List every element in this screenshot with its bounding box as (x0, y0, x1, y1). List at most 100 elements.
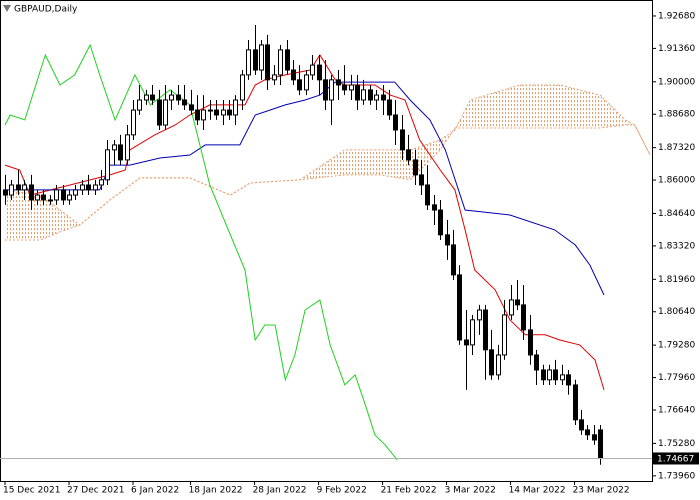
y-tick-label: 1.83320 (658, 241, 695, 251)
candle-body (61, 189, 66, 201)
candle-body (259, 44, 264, 71)
candle-body (105, 149, 110, 181)
indicator-line (5, 81, 605, 296)
candle-body (489, 349, 494, 376)
candle-body (22, 184, 27, 191)
y-tick-label: 1.88680 (658, 110, 695, 120)
chart-title: GBPAUD,Daily (14, 5, 78, 15)
candle-body (227, 109, 232, 116)
y-tick-label: 1.73960 (658, 471, 695, 481)
candle-body (592, 434, 597, 441)
candle-body (381, 94, 386, 101)
candle-body (419, 174, 424, 186)
candle-body (534, 354, 539, 371)
cloud-span (5, 124, 651, 241)
candle-body (521, 304, 526, 331)
candle-body (573, 384, 578, 421)
last-price-box (653, 452, 699, 465)
candle-body (342, 84, 347, 91)
candle-body (240, 74, 245, 101)
candle-body (579, 419, 584, 431)
symbol-icon (3, 5, 11, 12)
candle-body (432, 204, 437, 211)
last-price-label: 1.74667 (657, 454, 694, 464)
candle-body (413, 159, 418, 176)
candle-body (157, 99, 162, 126)
x-tick-label: 6 Jan 2022 (131, 486, 179, 496)
candle-body (598, 429, 603, 459)
candle-body (400, 129, 405, 151)
y-tick-label: 1.92680 (658, 11, 695, 21)
candle-body (86, 184, 91, 191)
cloud-fill (5, 85, 651, 240)
candle-body (246, 49, 251, 76)
plot-frame (0, 0, 653, 482)
y-tick-label: 1.86000 (658, 176, 695, 186)
y-tick-label: 1.79280 (658, 341, 695, 351)
candle-body (3, 189, 8, 196)
candle-body (144, 94, 149, 101)
y-tick-label: 1.81960 (658, 275, 695, 285)
candle-body (233, 99, 238, 116)
candle-body (509, 299, 514, 316)
candle-body (278, 49, 283, 76)
x-tick-label: 9 Feb 2022 (317, 486, 367, 496)
candle-body (67, 194, 72, 201)
candle-body (445, 234, 450, 246)
candle-body (425, 184, 430, 206)
x-tick-label: 15 Dec 2021 (3, 486, 61, 496)
x-tick-label: 21 Feb 2022 (381, 486, 437, 496)
candle-body (368, 89, 373, 101)
candle-body (317, 64, 322, 81)
candle-body (208, 109, 213, 112)
candle-body (195, 109, 200, 121)
x-tick-label: 23 Mar 2022 (573, 486, 630, 496)
y-tick-label: 1.80640 (658, 307, 695, 317)
candle-body (457, 274, 462, 341)
candle-body (528, 329, 533, 356)
candle-body (310, 64, 315, 76)
candle-body (137, 99, 142, 111)
candle-body (387, 99, 392, 116)
candle-body (566, 374, 571, 386)
candle-body (118, 144, 123, 161)
candle-body (464, 339, 469, 346)
candle-body (125, 134, 130, 161)
candle-body (48, 199, 53, 202)
candle-body (99, 179, 104, 186)
y-tick-label: 1.91360 (658, 44, 695, 54)
candle-body (93, 184, 98, 191)
x-tick-label: 3 Mar 2022 (445, 486, 496, 496)
candle-body (585, 429, 590, 436)
candle-body (189, 104, 194, 111)
candle-body (150, 94, 155, 101)
candle-body (176, 94, 181, 101)
x-tick-label: 27 Dec 2021 (67, 486, 125, 496)
candle-body (297, 79, 302, 91)
y-tick-label: 1.75280 (658, 439, 695, 449)
candle-body (163, 99, 168, 126)
candle-body (35, 194, 40, 201)
plot-area (3, 25, 651, 465)
candle-body (541, 369, 546, 381)
candle-body (182, 99, 187, 106)
candle-body (16, 184, 21, 191)
candle-body (502, 314, 507, 356)
candle-body (470, 319, 475, 346)
y-tick-label: 1.87320 (658, 143, 695, 153)
candle-body (355, 84, 360, 101)
candle-body (560, 374, 565, 381)
y-tick-label: 1.90000 (658, 77, 695, 87)
candle-body (54, 189, 59, 201)
candle-body (406, 149, 411, 161)
candle-body (9, 184, 14, 196)
candle-body (515, 299, 520, 306)
candle-body (131, 109, 136, 136)
candle-body (80, 184, 85, 191)
candle-body (361, 89, 366, 101)
indicator-line (4, 43, 398, 461)
candle-body (29, 184, 34, 201)
candle-body (291, 69, 296, 81)
